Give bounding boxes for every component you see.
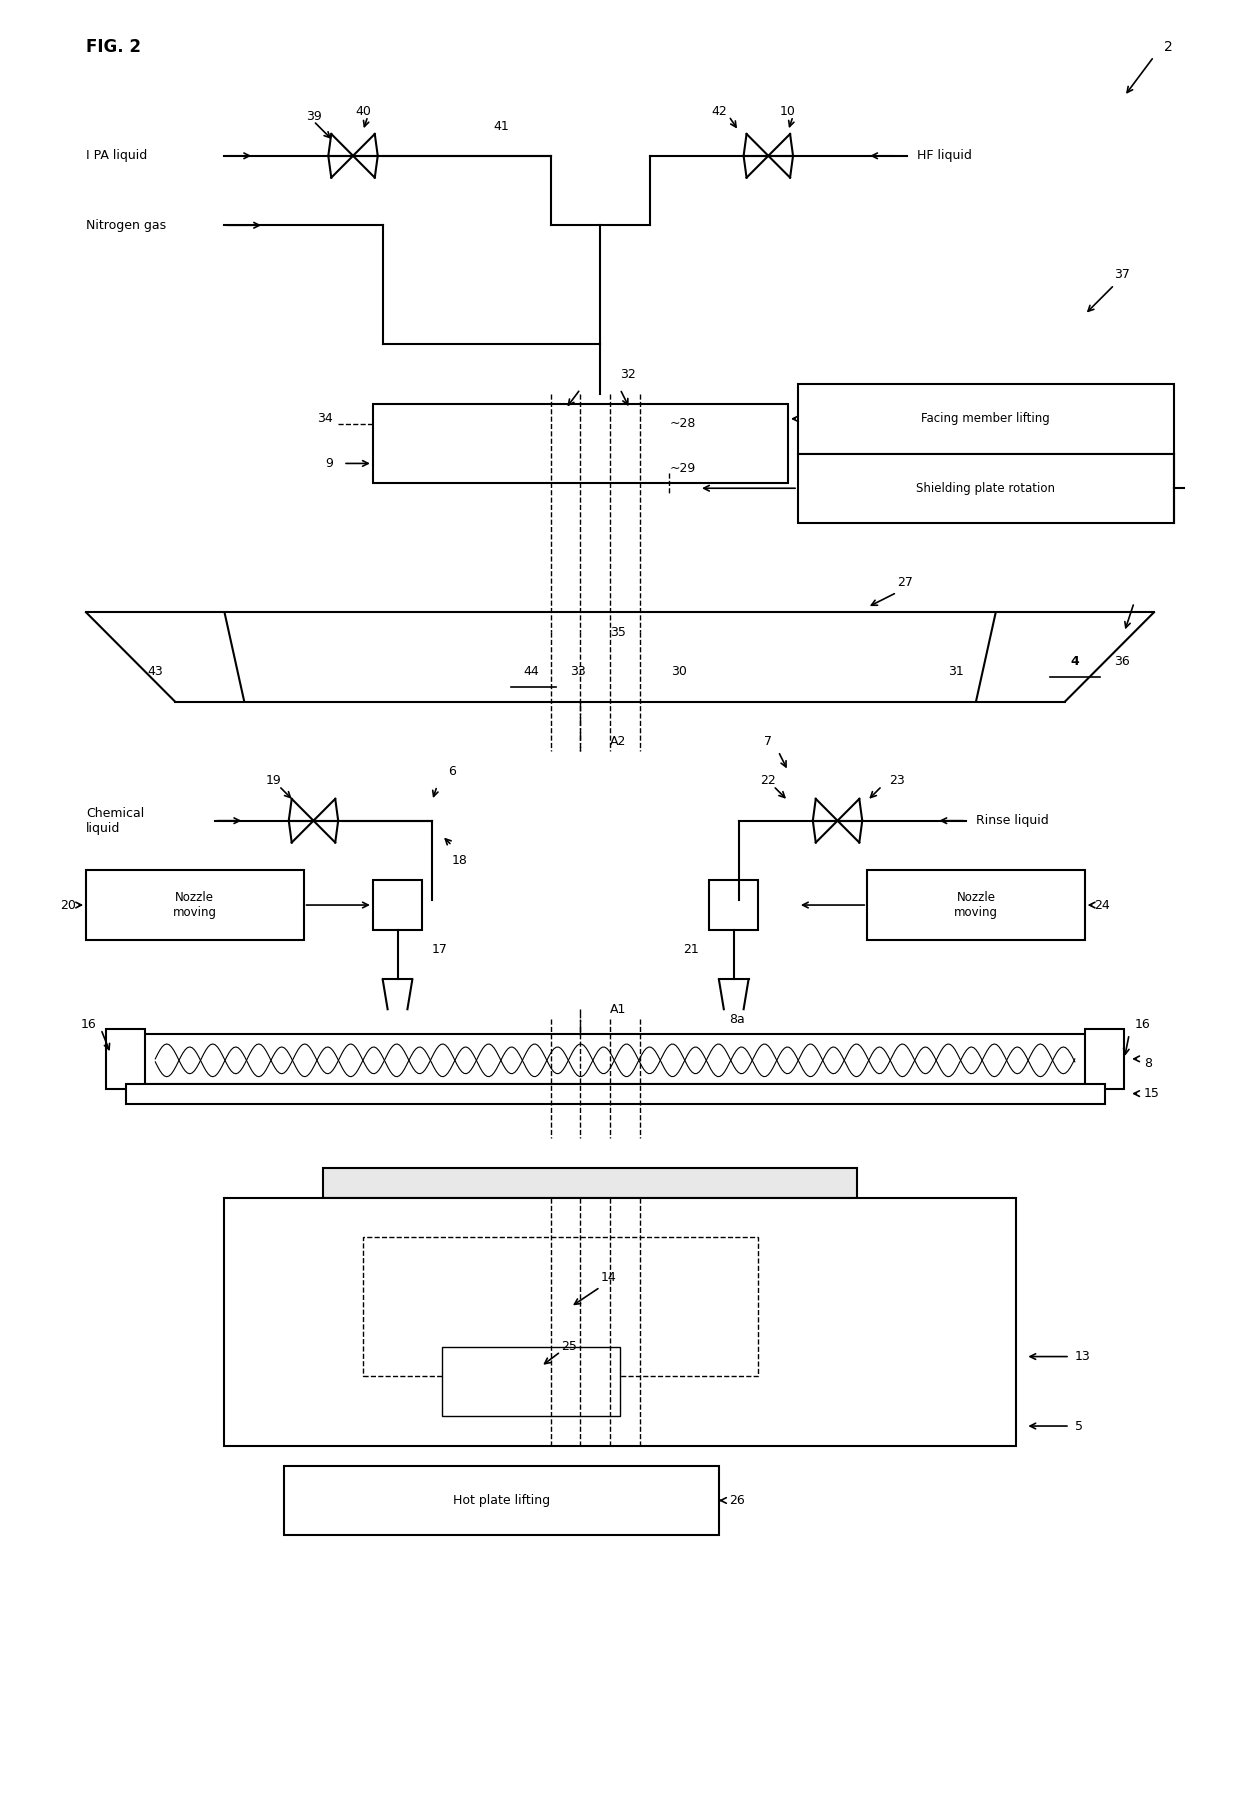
Text: 18: 18 [451,854,467,866]
Text: 25: 25 [560,1340,577,1352]
Bar [284,1465,719,1536]
Text: 16: 16 [1135,1017,1149,1030]
Text: 16: 16 [81,1017,95,1030]
Text: 21: 21 [683,943,699,956]
Text: 14: 14 [600,1270,616,1283]
Text: I PA liquid: I PA liquid [86,149,148,162]
Text: Shielding plate rotation: Shielding plate rotation [916,482,1055,495]
Text: HF liquid: HF liquid [916,149,971,162]
Text: 33: 33 [570,666,587,679]
Bar [224,1198,1016,1445]
Bar [86,870,304,939]
Text: A2: A2 [610,735,626,748]
Text: 27: 27 [897,575,913,590]
Bar [799,384,1174,453]
Bar [125,1034,1105,1083]
Text: 31: 31 [949,666,963,679]
Text: 17: 17 [432,943,448,956]
Text: 30: 30 [671,666,687,679]
Text: 7: 7 [764,735,773,748]
Text: 8: 8 [1145,1057,1152,1070]
Bar [324,1168,857,1198]
Bar [709,881,759,930]
Text: 4: 4 [1070,655,1079,668]
Text: ~28: ~28 [670,417,696,430]
Text: 23: 23 [889,775,905,788]
Text: 26: 26 [729,1494,744,1507]
Text: Rinse liquid: Rinse liquid [976,814,1049,826]
Text: 10: 10 [780,104,796,118]
Text: 22: 22 [760,775,776,788]
Bar [105,1028,145,1088]
Text: FIG. 2: FIG. 2 [86,38,141,56]
Text: 2: 2 [1164,40,1173,53]
Text: 13: 13 [1075,1350,1091,1363]
Text: 41: 41 [494,120,510,133]
Text: 24: 24 [1095,899,1110,912]
Text: 35: 35 [610,626,626,639]
Text: 39: 39 [305,109,321,122]
Text: 9: 9 [325,457,334,470]
Text: Facing member lifting: Facing member lifting [921,413,1050,426]
Text: ~29: ~29 [670,462,696,475]
Text: Nitrogen gas: Nitrogen gas [86,218,166,231]
Text: Nozzle
moving: Nozzle moving [172,892,217,919]
Text: 40: 40 [355,104,371,118]
Bar [373,404,789,484]
Text: Nozzle
moving: Nozzle moving [954,892,998,919]
Bar [373,881,423,930]
Text: 6: 6 [448,764,456,777]
Bar [1085,1028,1125,1088]
Text: 20: 20 [61,899,76,912]
Bar [363,1238,759,1376]
Bar [125,1083,1105,1103]
Text: 5: 5 [1075,1420,1083,1432]
Text: 37: 37 [1115,268,1131,282]
Bar [867,870,1085,939]
Text: 34: 34 [317,413,334,426]
Text: 42: 42 [711,104,727,118]
Text: 8a: 8a [729,1012,744,1026]
Text: 43: 43 [148,666,164,679]
Text: 15: 15 [1145,1087,1159,1099]
Text: 44: 44 [523,666,539,679]
Bar [799,453,1174,522]
Text: Chemical
liquid: Chemical liquid [86,806,144,835]
Text: 32: 32 [620,368,636,380]
Bar [441,1347,620,1416]
Text: Hot plate lifting: Hot plate lifting [453,1494,549,1507]
Text: A1: A1 [610,1003,626,1016]
Text: 19: 19 [267,775,281,788]
Text: 36: 36 [1115,655,1130,668]
